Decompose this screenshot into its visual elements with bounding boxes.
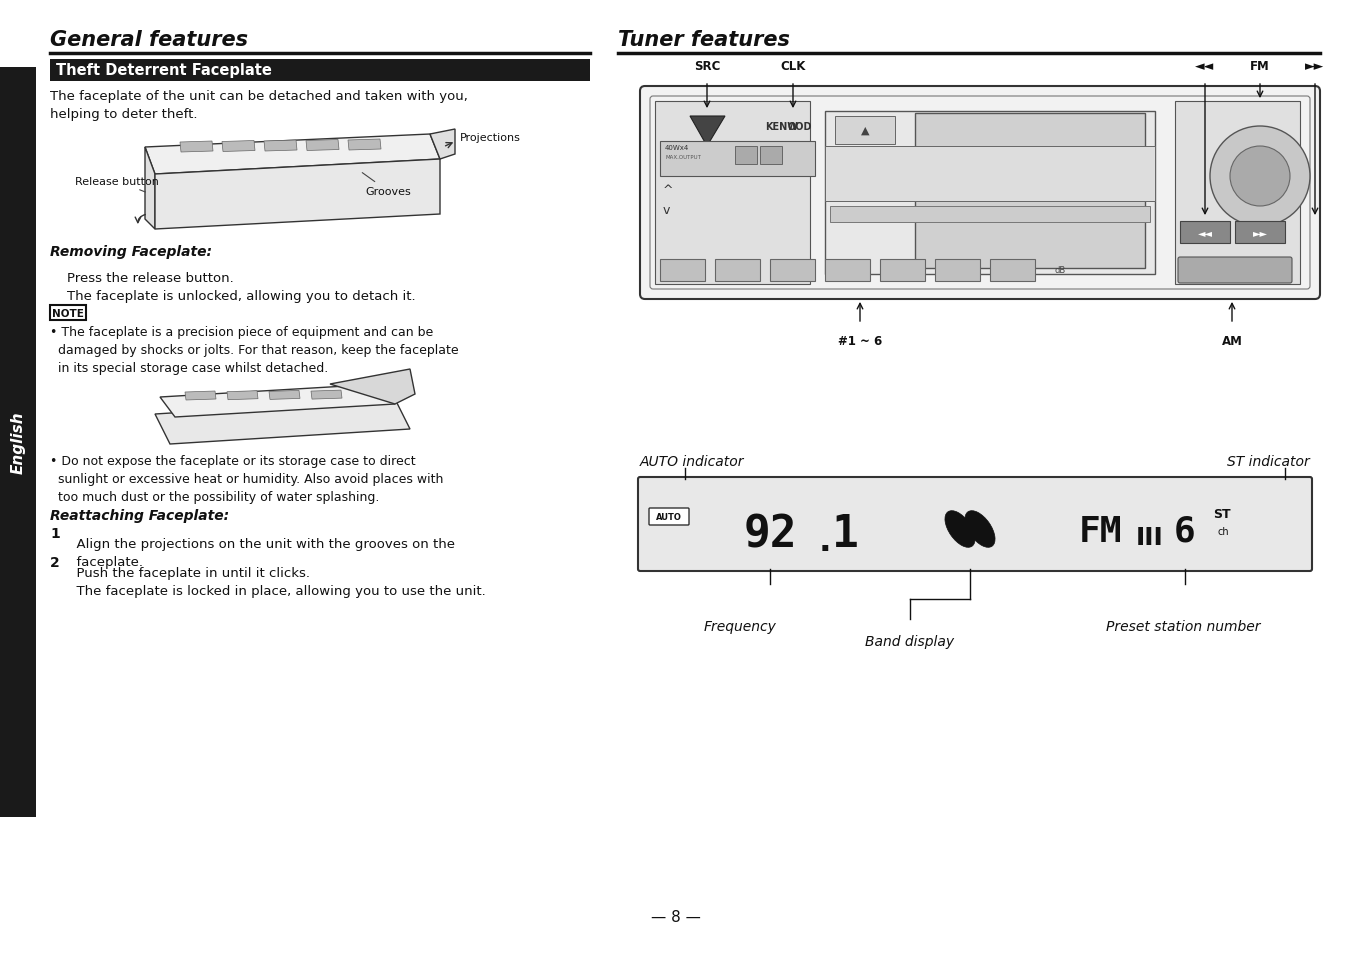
FancyBboxPatch shape	[638, 477, 1311, 572]
Text: Grooves: Grooves	[362, 173, 411, 196]
Text: FM: FM	[1251, 60, 1270, 73]
Text: • The faceplate is a precision piece of equipment and can be
  damaged by shocks: • The faceplate is a precision piece of …	[50, 326, 458, 375]
Text: ◄◄: ◄◄	[1195, 60, 1214, 73]
Text: SRC: SRC	[694, 60, 721, 73]
Polygon shape	[145, 135, 439, 174]
Text: Tuner features: Tuner features	[618, 30, 790, 50]
Text: — 8 —: — 8 —	[652, 909, 700, 924]
Text: Push the faceplate in until it clicks.
  The faceplate is locked in place, allow: Push the faceplate in until it clicks. T…	[68, 566, 485, 598]
Bar	[915, 113, 1145, 269]
Text: 2: 2	[50, 556, 59, 569]
Text: v: v	[662, 203, 671, 216]
Text: ◄◄: ◄◄	[1198, 228, 1213, 237]
Circle shape	[1210, 127, 1310, 227]
Bar	[50, 60, 589, 82]
Text: The faceplate of the unit can be detached and taken with you,
helping to deter t: The faceplate of the unit can be detache…	[50, 90, 468, 121]
Bar	[936, 260, 980, 282]
Polygon shape	[185, 392, 216, 400]
Text: KENW: KENW	[765, 122, 798, 132]
Bar	[1180, 222, 1230, 244]
Text: CLK: CLK	[780, 60, 806, 73]
Text: Theft Deterrent Faceplate: Theft Deterrent Faceplate	[55, 64, 272, 78]
Polygon shape	[145, 148, 155, 230]
Bar	[830, 207, 1151, 223]
Bar	[715, 260, 760, 282]
Polygon shape	[180, 142, 214, 152]
Text: 6: 6	[1174, 515, 1197, 548]
Bar	[880, 260, 925, 282]
Polygon shape	[227, 392, 258, 400]
Text: 1: 1	[50, 526, 59, 540]
Polygon shape	[269, 391, 300, 400]
Text: Reattaching Faceplate:: Reattaching Faceplate:	[50, 509, 228, 522]
Text: ST indicator: ST indicator	[1228, 455, 1310, 469]
Bar	[825, 112, 1155, 274]
Ellipse shape	[965, 511, 995, 548]
Text: Align the projections on the unit with the grooves on the
  faceplate.: Align the projections on the unit with t…	[68, 537, 456, 568]
FancyBboxPatch shape	[639, 87, 1320, 299]
Polygon shape	[330, 370, 415, 405]
Text: Band display: Band display	[865, 635, 955, 648]
Bar	[760, 147, 781, 165]
Text: General features: General features	[50, 30, 247, 50]
Text: ch: ch	[1217, 526, 1229, 537]
Text: ►►: ►►	[1306, 60, 1325, 73]
Text: NOTE: NOTE	[53, 309, 84, 318]
Bar	[660, 260, 704, 282]
Text: ST: ST	[1213, 508, 1230, 521]
Bar	[654, 102, 810, 285]
Bar	[0, 68, 37, 817]
Text: English: English	[11, 412, 26, 474]
Bar	[990, 260, 1036, 282]
Polygon shape	[347, 140, 381, 151]
Bar	[735, 147, 757, 165]
Polygon shape	[155, 160, 439, 230]
Bar	[825, 147, 1155, 202]
Text: 92: 92	[744, 513, 796, 556]
Text: 1: 1	[831, 513, 859, 556]
Bar	[1175, 102, 1301, 285]
Text: Release button: Release button	[74, 177, 160, 193]
Text: Press the release button.
    The faceplate is unlocked, allowing you to detach : Press the release button. The faceplate …	[50, 272, 415, 303]
Bar	[825, 260, 869, 282]
Bar	[50, 306, 87, 320]
Text: ►►: ►►	[1252, 228, 1268, 237]
Bar	[1234, 222, 1284, 244]
Polygon shape	[430, 130, 456, 160]
Text: Preset station number: Preset station number	[1106, 619, 1260, 634]
Text: 40Wx4: 40Wx4	[665, 145, 690, 151]
Text: dB: dB	[1055, 266, 1065, 275]
Text: .: .	[819, 525, 831, 558]
Polygon shape	[306, 140, 339, 152]
Polygon shape	[311, 391, 342, 399]
Text: ^: ^	[662, 183, 673, 196]
Circle shape	[1230, 147, 1290, 207]
Text: AUTO: AUTO	[656, 513, 681, 522]
Text: • Do not expose the faceplate or its storage case to direct
  sunlight or excess: • Do not expose the faceplate or its sto…	[50, 455, 443, 503]
Bar	[771, 260, 815, 282]
Text: III: III	[1136, 525, 1164, 550]
Text: AUTO indicator: AUTO indicator	[639, 455, 745, 469]
Text: FM: FM	[1079, 515, 1122, 548]
Text: OOD: OOD	[788, 122, 813, 132]
Polygon shape	[264, 141, 297, 152]
Polygon shape	[690, 117, 725, 147]
Ellipse shape	[945, 511, 975, 548]
Text: MAX.OUTPUT: MAX.OUTPUT	[665, 154, 700, 160]
Text: Projections: Projections	[460, 132, 521, 143]
Text: Removing Faceplate:: Removing Faceplate:	[50, 245, 212, 258]
Polygon shape	[155, 399, 410, 444]
FancyBboxPatch shape	[1178, 257, 1293, 284]
Text: AM: AM	[1222, 335, 1242, 348]
Text: ▲: ▲	[861, 126, 869, 136]
Polygon shape	[160, 385, 395, 417]
Text: #1 ~ 6: #1 ~ 6	[838, 335, 882, 348]
FancyBboxPatch shape	[649, 509, 690, 525]
Bar	[836, 117, 895, 145]
Polygon shape	[222, 141, 256, 152]
Bar	[660, 142, 815, 177]
Text: Frequency: Frequency	[703, 619, 776, 634]
